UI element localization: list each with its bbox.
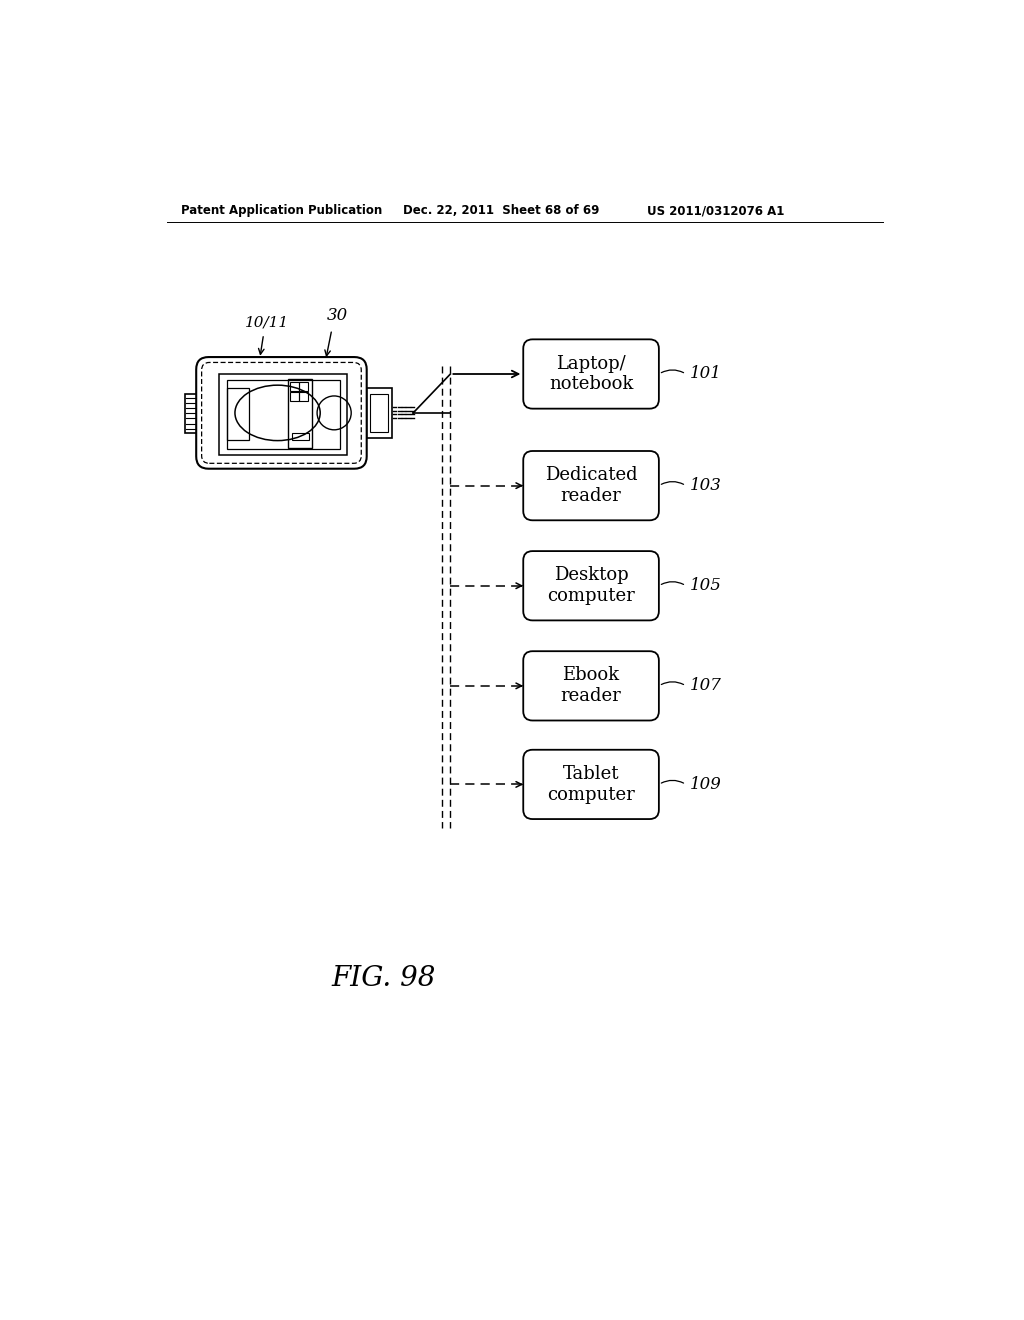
Text: 107: 107 (690, 677, 722, 694)
Bar (227, 388, 249, 441)
FancyBboxPatch shape (523, 339, 658, 409)
Text: 10/11: 10/11 (246, 315, 290, 329)
Bar (227, 380, 340, 449)
Bar (292, 433, 308, 441)
Text: 103: 103 (690, 477, 722, 494)
Bar (299, 383, 308, 391)
FancyBboxPatch shape (523, 552, 658, 620)
Text: Patent Application Publication: Patent Application Publication (180, 205, 382, 218)
Bar (219, 374, 347, 455)
Text: FIG. 98: FIG. 98 (332, 965, 436, 993)
Bar (290, 392, 299, 401)
Text: Desktop
computer: Desktop computer (547, 566, 635, 605)
Text: Dedicated
reader: Dedicated reader (545, 466, 637, 506)
FancyBboxPatch shape (197, 358, 367, 469)
Bar (185, 395, 197, 433)
Bar (288, 379, 312, 447)
FancyBboxPatch shape (523, 451, 658, 520)
Text: US 2011/0312076 A1: US 2011/0312076 A1 (647, 205, 784, 218)
Text: Laptop/
notebook: Laptop/ notebook (549, 355, 633, 393)
Bar (299, 392, 308, 401)
FancyBboxPatch shape (523, 750, 658, 818)
Text: Dec. 22, 2011  Sheet 68 of 69: Dec. 22, 2011 Sheet 68 of 69 (403, 205, 599, 218)
Bar (367, 388, 391, 438)
Bar (290, 383, 299, 391)
Text: 109: 109 (690, 776, 722, 793)
Text: Tablet
computer: Tablet computer (547, 766, 635, 804)
Bar (370, 393, 388, 432)
Text: 30: 30 (327, 308, 348, 325)
Text: 101: 101 (690, 366, 722, 383)
FancyBboxPatch shape (523, 651, 658, 721)
Text: Ebook
reader: Ebook reader (561, 667, 622, 705)
Text: 105: 105 (690, 577, 722, 594)
